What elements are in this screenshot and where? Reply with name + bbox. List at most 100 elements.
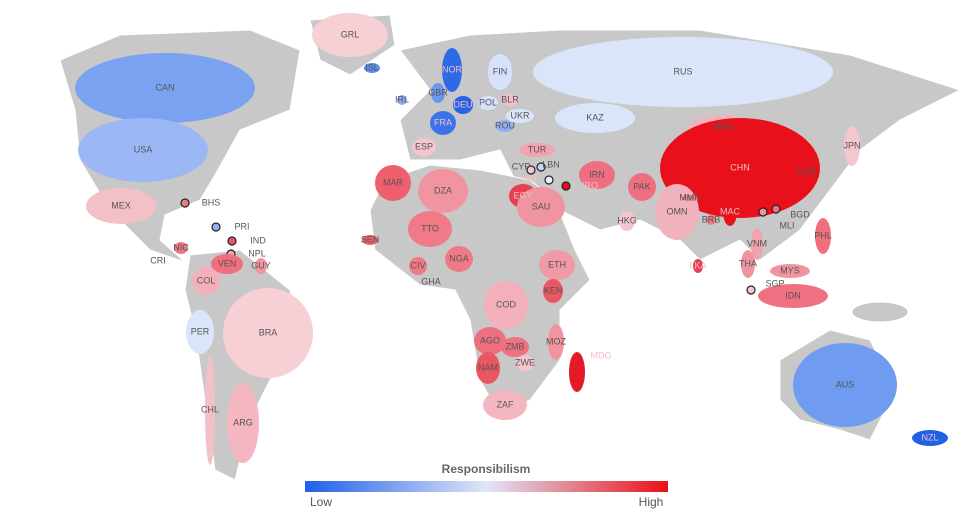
country-label: EGY [513,190,532,200]
country-region [312,13,388,57]
country-label: MLI [779,220,794,230]
country-label: LKA [689,260,706,270]
country-dot [180,198,190,208]
country-label: CIV [410,260,425,270]
country-label: FRA [434,117,452,127]
country-region [409,257,427,275]
country-dot [526,165,536,175]
country-dot [544,175,554,185]
country-region [375,165,411,201]
country-label: HKG [617,215,637,225]
country-label: ZWE [515,357,535,367]
country-label: VEN [218,258,237,268]
country-region [412,138,436,156]
country-region [453,96,473,114]
country-region [693,259,703,273]
country-region [75,53,255,123]
country-region [431,83,445,103]
country-label: CHL [201,404,219,414]
country-dot [536,162,546,172]
country-label: GBR [428,87,448,97]
country-label: MOZ [546,336,566,346]
country-label: KEN [544,285,563,295]
country-label: IDN [785,290,801,300]
country-label: VNM [747,238,767,248]
country-dot [746,285,756,295]
country-region [211,254,243,274]
country-label: TTO [421,223,439,233]
country-label: OMN [667,206,688,216]
country-label: PHL [814,230,832,240]
country-region [569,352,585,392]
country-label: TUR [528,144,547,154]
country-region [474,327,506,355]
country-region [478,96,498,110]
country-label: KAZ [586,112,604,122]
country-region [174,242,188,254]
country-label: NOR [442,64,463,74]
country-region [793,343,897,427]
country-label: AGO [480,335,500,345]
country-region [517,187,565,227]
country-label: ISR [521,174,537,184]
country-label: LBN [542,159,560,169]
country-label: SEN [361,234,380,244]
country-dot [771,204,781,214]
country-region [364,63,380,73]
country-label: ZMB [506,341,525,351]
country-label: PER [191,326,210,336]
country-label: MNG [714,121,735,131]
country-region [506,109,534,123]
country-region [430,111,456,135]
country-label: GRL [341,29,360,39]
country-region [751,228,763,260]
country-label: IRL [395,94,409,104]
country-label: BLR [501,94,519,104]
country-region [579,161,615,189]
country-label: MAR [383,177,404,187]
country-region [501,337,529,357]
country-label: CYP [512,161,531,171]
country-dot [227,236,237,246]
country-dot [561,181,571,191]
country-label: AUS [836,379,855,389]
country-region [484,281,528,329]
country-region [397,95,407,105]
country-label: MAC [720,206,741,216]
country-dot [758,207,768,217]
country-region [619,211,635,231]
country-region [758,284,828,308]
country-label: NAM [478,362,498,372]
country-label: DZA [434,185,452,195]
country-region [476,352,500,384]
country-dot [211,222,221,232]
country-label: DEU [453,99,472,109]
country-region [539,250,575,280]
country-label: MMR [679,192,701,202]
country-label: KOR [796,166,816,176]
country-region [519,143,555,157]
country-region [227,383,259,463]
country-label: MYS [780,265,800,275]
country-region [555,103,635,133]
country-region [445,246,473,272]
country-label: PAK [633,181,650,191]
country-label: MEX [111,200,131,210]
country-label: ROU [495,120,515,130]
country-label: ESP [415,141,433,151]
country-region [496,120,514,132]
country-label: CHN [730,162,750,172]
country-label: THA [739,258,757,268]
country-region [483,390,527,420]
country-region [741,250,755,278]
country-label: IRQ [582,180,598,190]
legend-bar [305,481,668,492]
country-region [502,94,518,106]
country-region [516,355,534,371]
country-label: SAU [532,201,551,211]
country-label: NPL [248,248,266,258]
country-region [255,258,267,274]
country-label: ZAF [497,399,515,409]
country-region [844,126,860,166]
country-region [223,288,313,378]
